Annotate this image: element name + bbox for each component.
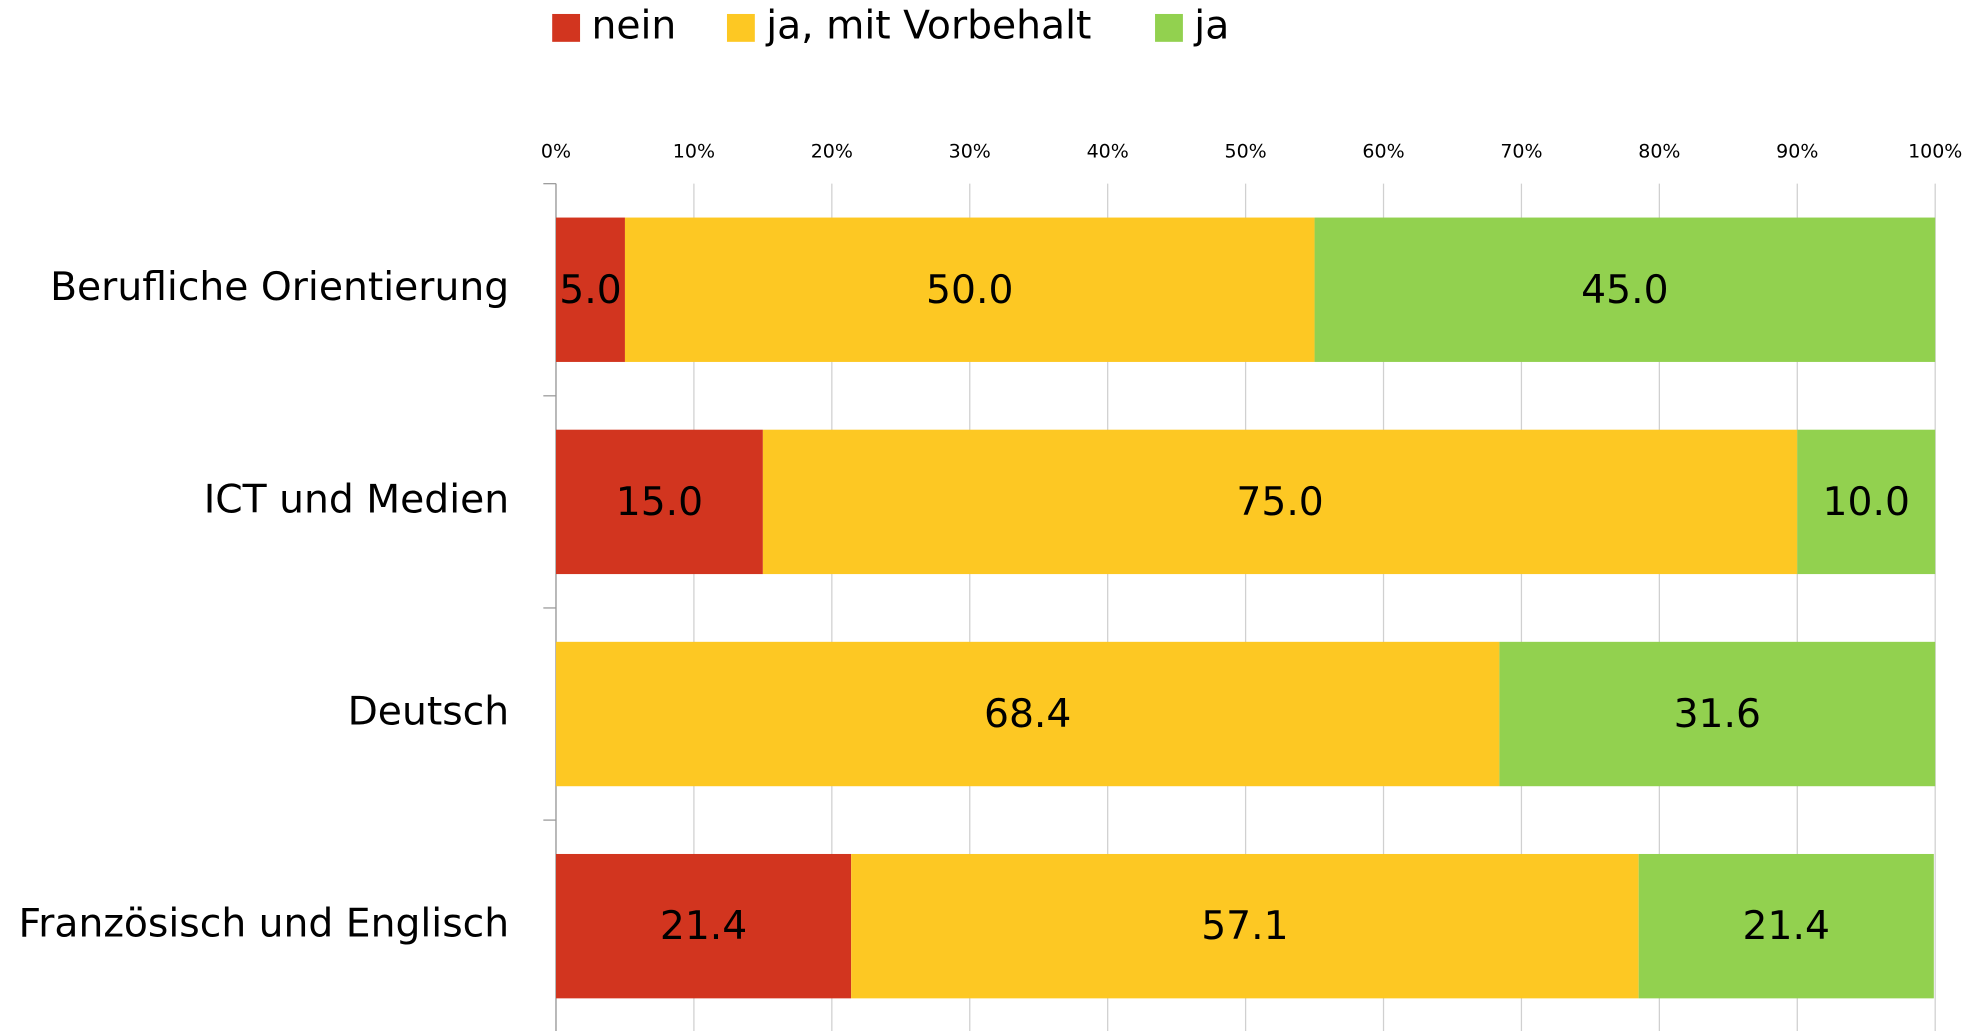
data-label: 21.4 [660, 904, 747, 949]
bar-segment [1638, 853, 1934, 999]
x-tick-label: 70% [1500, 141, 1542, 163]
x-tick-label: 80% [1638, 141, 1680, 163]
data-label: 45.0 [1581, 268, 1668, 313]
bar-segment [624, 217, 1315, 362]
bar-segment [1499, 641, 1936, 787]
data-label: 15.0 [616, 480, 703, 525]
data-label: 68.4 [984, 692, 1071, 737]
x-tick-label: 60% [1362, 141, 1404, 163]
bar-segment [1797, 429, 1936, 575]
bar-segment [1314, 217, 1936, 362]
x-tick-label: 20% [811, 141, 853, 163]
category-label: Deutsch [348, 690, 510, 735]
x-tick-label: 90% [1776, 141, 1818, 163]
bar-segment [762, 429, 1798, 575]
data-label: 21.4 [1743, 904, 1830, 949]
bar-segment [851, 853, 1639, 999]
data-label: 57.1 [1201, 904, 1288, 949]
data-label: 50.0 [926, 268, 1013, 313]
category-label: Berufliche Orientierung [50, 265, 509, 310]
x-tick-label: 100% [1908, 141, 1962, 163]
x-tick-label: 40% [1087, 141, 1129, 163]
legend-swatch [552, 13, 581, 42]
data-label: 10.0 [1823, 480, 1910, 525]
bar-segment [555, 853, 852, 999]
x-tick-label: 30% [949, 141, 991, 163]
legend-label: ja, mit Vorbehalt [765, 3, 1091, 48]
x-tick-label: 10% [673, 141, 715, 163]
data-label: 5.0 [559, 268, 621, 313]
data-label: 75.0 [1236, 480, 1323, 525]
bar-segment [555, 217, 625, 362]
x-tick-label: 50% [1224, 141, 1266, 163]
legend-swatch [1155, 13, 1183, 42]
category-label: ICT und Medien [204, 477, 509, 522]
data-label: 31.6 [1674, 692, 1761, 737]
legend-label: nein [591, 3, 676, 48]
x-tick-label: 0% [541, 141, 571, 163]
bar-segment [555, 641, 1500, 787]
legend-swatch [726, 13, 755, 42]
legend-label: ja [1193, 3, 1229, 48]
bar-segment [555, 429, 763, 575]
category-label: Französisch und Englisch [19, 902, 510, 947]
